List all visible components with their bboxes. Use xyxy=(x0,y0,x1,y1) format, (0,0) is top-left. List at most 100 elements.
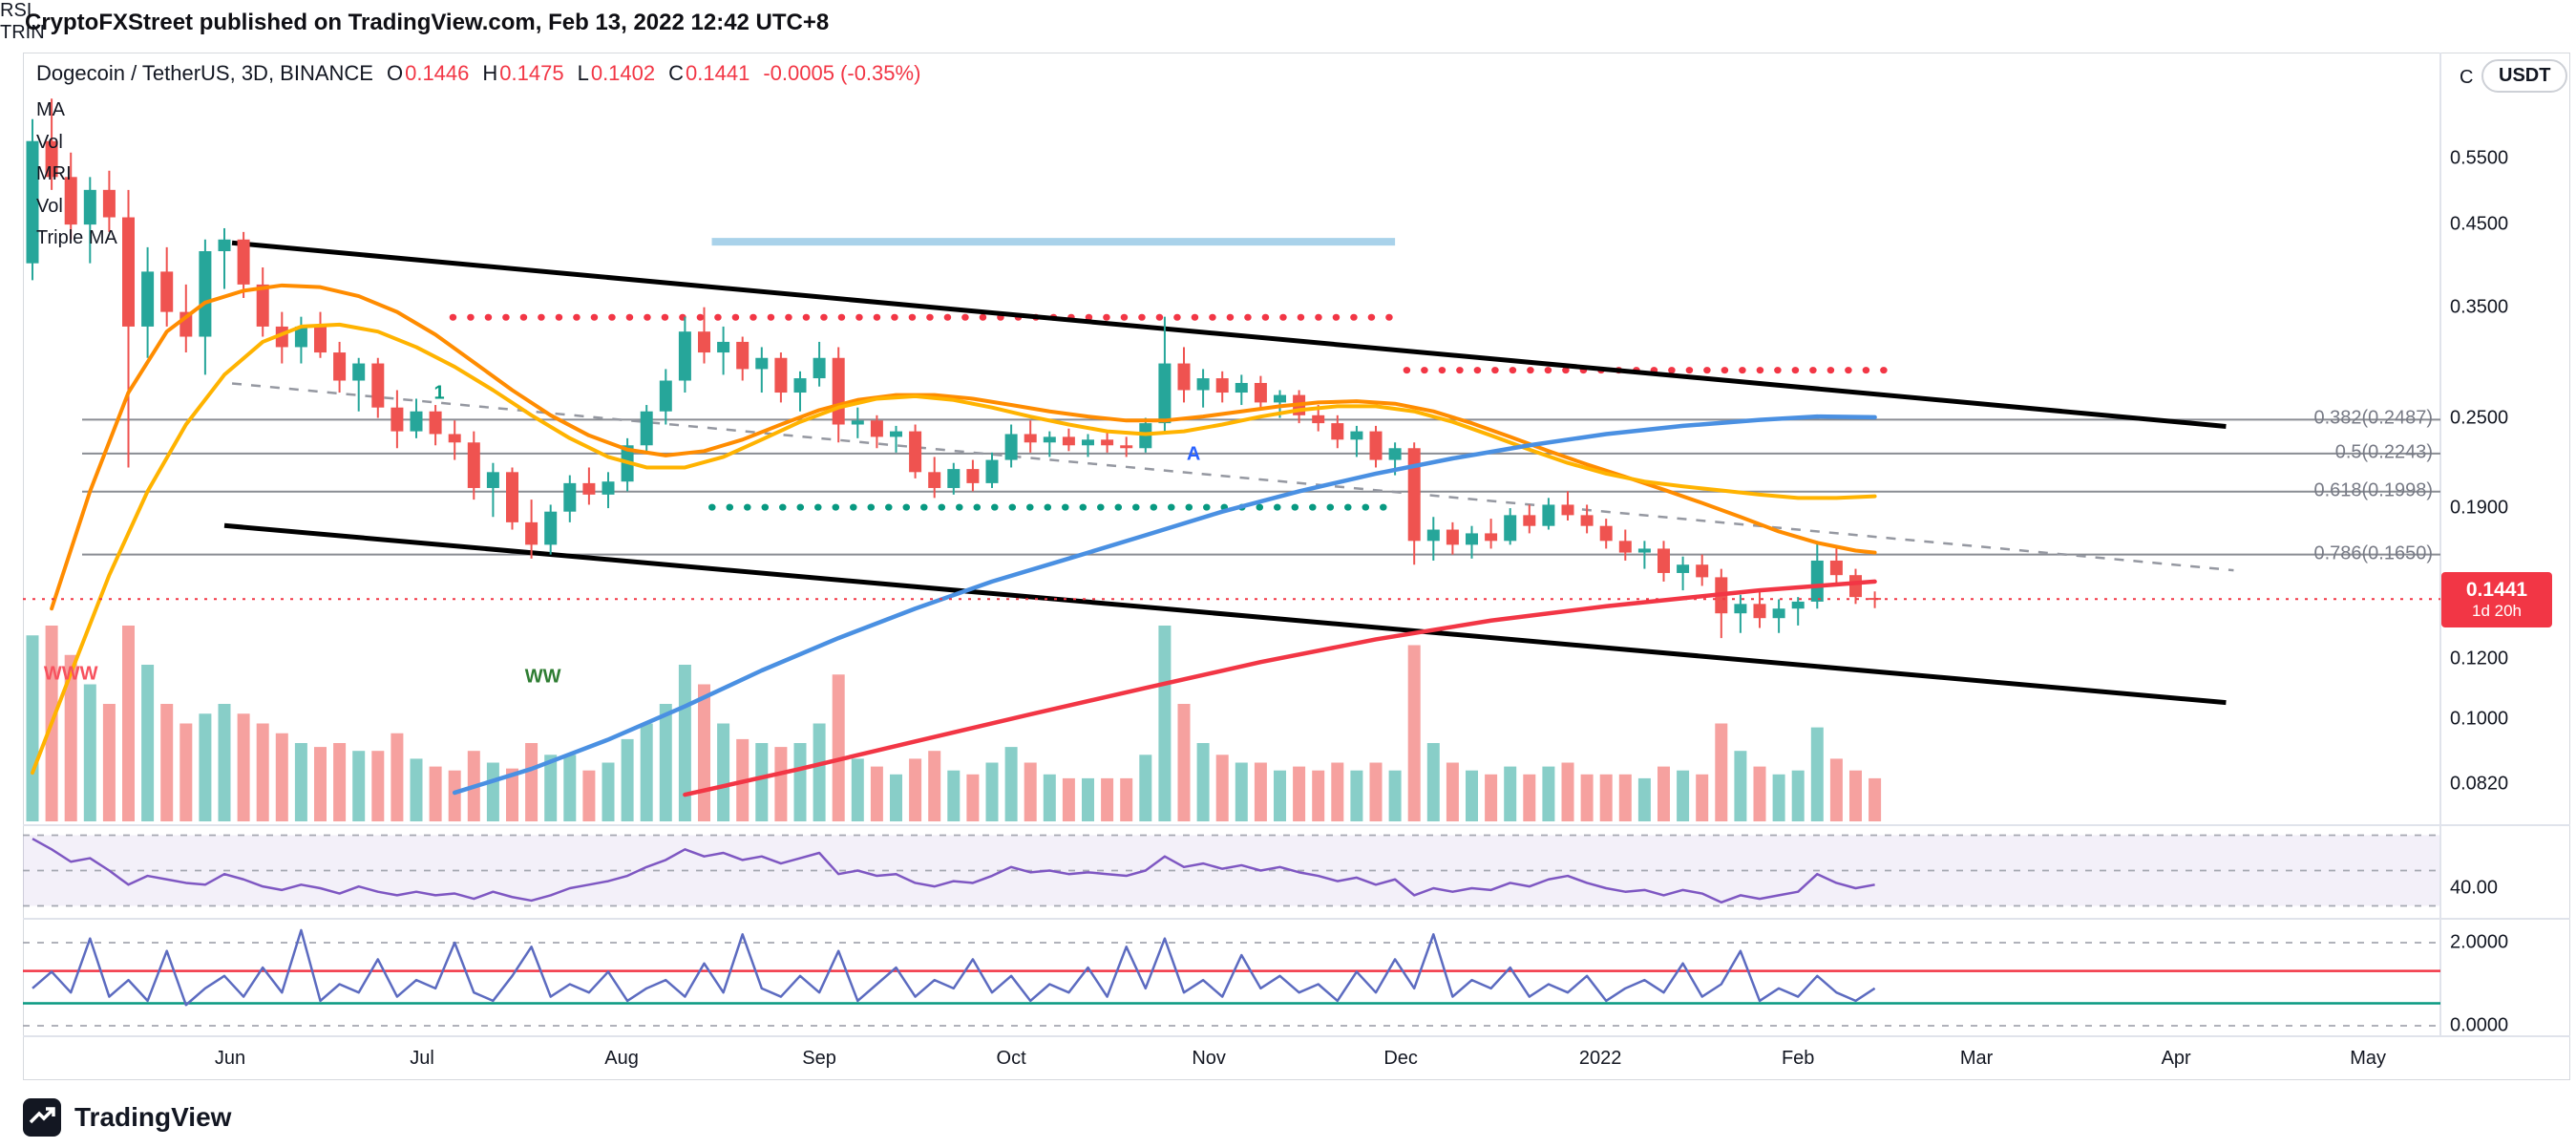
candle-body xyxy=(1082,439,1094,446)
candle-body xyxy=(1446,529,1459,545)
volume-bar xyxy=(1254,762,1267,821)
wave-label-www[interactable]: WWW xyxy=(43,663,98,685)
fib-level-label: 0.786(0.1650) xyxy=(2313,542,2433,563)
candle-body xyxy=(122,217,135,327)
time-axis-tick: Aug xyxy=(604,1048,639,1069)
volume-bar xyxy=(659,704,672,821)
last-price-badge: 0.1441 1d 20h xyxy=(2441,572,2552,627)
volume-bar xyxy=(1004,747,1018,821)
candle-body xyxy=(1504,515,1517,542)
candle-body xyxy=(659,380,672,412)
candle-body xyxy=(1331,423,1344,440)
volume-bar xyxy=(1542,766,1555,821)
volume-bar xyxy=(563,755,577,821)
volume-bar xyxy=(294,743,307,821)
candle-body xyxy=(102,189,116,218)
volume-bar xyxy=(26,635,39,821)
indicator-row-mri-2[interactable]: MRI xyxy=(36,163,72,184)
ma-orange-line xyxy=(50,283,1877,611)
volume-bar xyxy=(1043,774,1056,821)
volume-bar xyxy=(1101,777,1114,821)
price-axis-tick: 0.4500 xyxy=(2450,213,2509,235)
volume-bar xyxy=(256,723,269,821)
rsi-pane-label[interactable]: RSI xyxy=(0,0,32,21)
candle-body xyxy=(1869,598,1882,601)
candle-body xyxy=(1658,548,1670,573)
trendline-1[interactable] xyxy=(223,522,2227,706)
candle-body xyxy=(947,469,961,488)
candle-body xyxy=(1580,515,1594,526)
volume-bar xyxy=(1580,774,1594,821)
candle-body xyxy=(1254,382,1267,403)
candle-body xyxy=(1101,439,1114,446)
volume-bar xyxy=(122,626,135,821)
price-axis-tick: 0.1000 xyxy=(2450,708,2509,730)
candle-body xyxy=(1677,564,1690,573)
volume-bar xyxy=(1791,770,1805,821)
candle-body xyxy=(448,434,461,443)
volume-bar xyxy=(314,747,327,821)
fib-level-label: 0.5(0.2243) xyxy=(2334,441,2433,463)
price-axis-tick: 0.2500 xyxy=(2450,407,2509,429)
volume-bar xyxy=(832,674,845,821)
volume-bar xyxy=(1331,762,1344,821)
candle-body xyxy=(1618,541,1632,553)
candle-body xyxy=(199,250,212,337)
volume-bar xyxy=(602,762,615,821)
currency-toggle-button[interactable]: USDT xyxy=(2481,59,2568,93)
volume-bar xyxy=(1677,770,1690,821)
time-axis-tick: Feb xyxy=(1781,1048,1815,1069)
trin-pane-label[interactable]: TRIN xyxy=(0,22,45,43)
symbol-title[interactable]: Dogecoin / TetherUS, 3D, BINANCE xyxy=(36,61,373,85)
wave-label-a[interactable]: A xyxy=(1186,443,1201,465)
volume-bar xyxy=(448,770,461,821)
high-value: 0.1475 xyxy=(499,61,564,85)
indicator-row-ma-0[interactable]: MA xyxy=(36,99,65,120)
candle-countdown: 1d 20h xyxy=(2472,602,2522,621)
indicator-row-triple-ma-4[interactable]: Triple MA xyxy=(36,227,117,248)
candle-body xyxy=(1810,560,1824,602)
volume-bar xyxy=(1062,777,1075,821)
volume-bar xyxy=(1120,777,1133,821)
volume-bar xyxy=(1215,755,1229,821)
candle-body xyxy=(1599,525,1613,542)
volume-bar xyxy=(1618,774,1632,821)
candle-body xyxy=(1369,431,1383,460)
wave-label-ww[interactable]: WW xyxy=(524,666,561,688)
candle-body xyxy=(391,407,404,432)
indicator-row-vol-1[interactable]: Vol xyxy=(36,131,63,153)
volume-bar xyxy=(64,654,77,821)
change-value: -0.0005 (-0.35%) xyxy=(763,61,921,85)
candle-body xyxy=(486,472,499,488)
volume-bar xyxy=(985,762,999,821)
indicator-row-vol-3[interactable]: Vol xyxy=(36,195,63,217)
attribution-link[interactable]: CryptoFXStreet published on TradingView.… xyxy=(25,10,830,35)
trendline-0[interactable] xyxy=(231,240,2227,429)
candle-body xyxy=(985,459,999,483)
candle-body xyxy=(1829,560,1843,576)
volume-bar xyxy=(486,762,499,821)
volume-bar xyxy=(851,758,864,821)
candle-body xyxy=(333,352,347,381)
volume-bar xyxy=(1446,762,1459,821)
candle-body xyxy=(851,420,864,425)
time-axis-tick: Sep xyxy=(802,1048,836,1069)
candle-body xyxy=(26,140,39,264)
wave-label-1[interactable]: 1 xyxy=(433,382,445,404)
candle-body xyxy=(1426,529,1440,542)
candle-body xyxy=(832,357,845,425)
candle-body xyxy=(1637,548,1651,553)
time-axis-tick: Dec xyxy=(1383,1048,1418,1069)
close-value: 0.1441 xyxy=(686,61,750,85)
candle-body xyxy=(698,331,710,353)
tradingview-logo-icon[interactable] xyxy=(23,1098,61,1137)
time-axis[interactable] xyxy=(23,1038,2440,1079)
price-axis-tick: 0.1900 xyxy=(2450,497,2509,519)
candle-body xyxy=(525,521,538,545)
volume-bar xyxy=(218,704,231,821)
time-axis-tick: Apr xyxy=(2161,1048,2191,1069)
tradingview-wordmark[interactable]: TradingView xyxy=(74,1102,232,1132)
candle-body xyxy=(563,482,577,512)
candle-body xyxy=(602,481,615,495)
